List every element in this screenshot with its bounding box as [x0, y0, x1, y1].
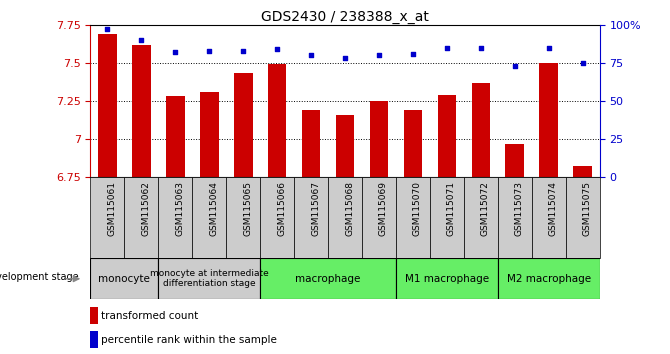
Bar	[268, 64, 287, 177]
Bar	[498, 258, 600, 299]
Bar	[158, 177, 192, 258]
Bar	[90, 258, 158, 299]
Bar	[505, 143, 524, 177]
Bar	[260, 177, 294, 258]
Text: GSM115071: GSM115071	[447, 181, 456, 236]
Point	[272, 46, 283, 52]
Bar	[574, 166, 592, 177]
Bar	[396, 177, 430, 258]
Bar	[328, 177, 362, 258]
Bar	[336, 115, 354, 177]
Text: GSM115064: GSM115064	[209, 181, 218, 236]
Point	[306, 52, 316, 58]
Bar	[532, 177, 565, 258]
Text: GSM115068: GSM115068	[345, 181, 354, 236]
Bar	[158, 258, 260, 299]
Bar	[166, 96, 185, 177]
Title: GDS2430 / 238388_x_at: GDS2430 / 238388_x_at	[261, 10, 429, 24]
Point	[543, 45, 554, 50]
Bar	[90, 331, 98, 348]
Bar	[90, 307, 98, 324]
Bar	[98, 34, 117, 177]
Text: GSM115067: GSM115067	[311, 181, 320, 236]
Bar	[438, 95, 456, 177]
Text: GSM115069: GSM115069	[379, 181, 388, 236]
Bar	[539, 63, 558, 177]
Text: GSM115070: GSM115070	[413, 181, 422, 236]
Point	[374, 52, 385, 58]
Point	[407, 51, 418, 57]
Point	[578, 60, 588, 66]
Bar	[200, 92, 218, 177]
Text: GSM115074: GSM115074	[549, 181, 557, 236]
Point	[442, 45, 452, 50]
Text: GSM115062: GSM115062	[141, 181, 150, 236]
Bar	[362, 177, 396, 258]
Bar	[226, 177, 260, 258]
Bar	[192, 177, 226, 258]
Point	[204, 48, 214, 53]
Bar	[302, 110, 320, 177]
Bar	[125, 177, 158, 258]
Text: monocyte: monocyte	[98, 274, 150, 284]
Bar	[396, 258, 498, 299]
Bar	[90, 177, 125, 258]
Point	[509, 63, 520, 69]
Text: GSM115065: GSM115065	[243, 181, 252, 236]
Bar	[430, 177, 464, 258]
Text: GSM115061: GSM115061	[107, 181, 117, 236]
Text: M2 macrophage: M2 macrophage	[507, 274, 591, 284]
Bar	[370, 101, 389, 177]
Bar	[403, 110, 422, 177]
Text: GSM115073: GSM115073	[515, 181, 524, 236]
Point	[170, 49, 181, 55]
Point	[136, 37, 147, 43]
Bar	[498, 177, 532, 258]
Point	[476, 45, 486, 50]
Text: development stage: development stage	[0, 272, 79, 282]
Text: macrophage: macrophage	[295, 274, 360, 284]
Text: GSM115075: GSM115075	[583, 181, 592, 236]
Bar	[472, 82, 490, 177]
Point	[238, 48, 249, 53]
Point	[340, 56, 350, 61]
Text: GSM115072: GSM115072	[481, 181, 490, 236]
Bar	[234, 74, 253, 177]
Text: transformed count: transformed count	[101, 311, 198, 321]
Bar	[464, 177, 498, 258]
Text: monocyte at intermediate
differentiation stage: monocyte at intermediate differentiation…	[150, 269, 269, 289]
Bar	[260, 258, 396, 299]
Text: GSM115063: GSM115063	[176, 181, 184, 236]
Bar	[294, 177, 328, 258]
Point	[102, 27, 113, 32]
Bar	[565, 177, 600, 258]
Bar	[132, 45, 151, 177]
Text: percentile rank within the sample: percentile rank within the sample	[101, 335, 277, 345]
Text: GSM115066: GSM115066	[277, 181, 286, 236]
Text: M1 macrophage: M1 macrophage	[405, 274, 489, 284]
